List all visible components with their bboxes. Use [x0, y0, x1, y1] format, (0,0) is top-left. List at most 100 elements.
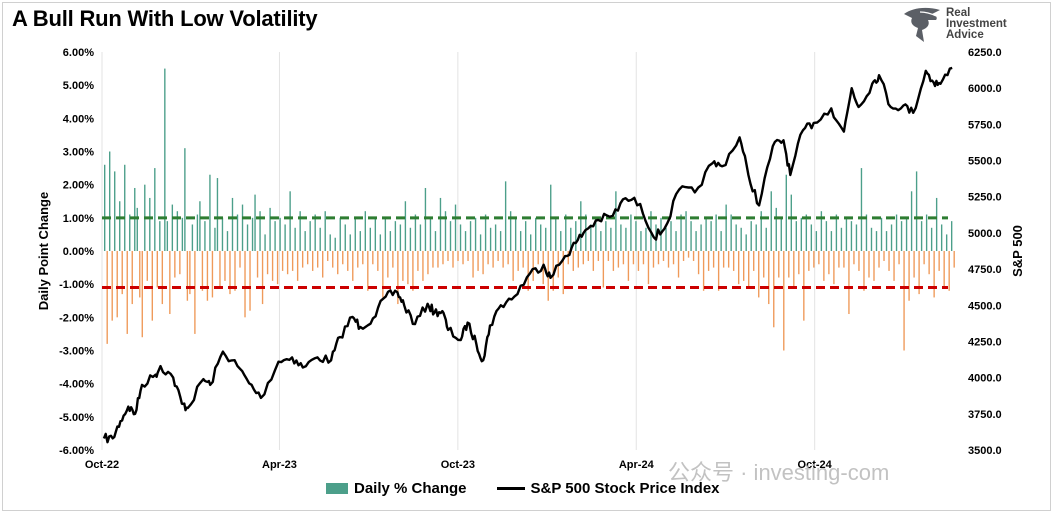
bar-positive [344, 224, 346, 251]
bar-positive [865, 214, 868, 251]
bar-positive [795, 221, 798, 251]
bar-negative [893, 251, 895, 281]
bar-positive [319, 227, 321, 251]
bar-negative [206, 251, 209, 301]
y2-tick-label: 4250.0 [968, 336, 1002, 348]
bar-negative [878, 251, 880, 268]
bar-negative [407, 251, 409, 285]
bar-positive [945, 234, 948, 251]
bar-negative [682, 251, 685, 261]
bar-negative [306, 251, 309, 265]
bar-positive [394, 221, 397, 251]
bar-negative [311, 251, 314, 271]
bar-negative [702, 251, 705, 291]
sp500-price-line [102, 66, 953, 444]
bar-negative [848, 251, 850, 315]
bar-positive [640, 231, 642, 251]
bar-negative [467, 251, 469, 261]
bar-negative [602, 251, 605, 288]
brand-line-3: Advice [946, 29, 984, 41]
bar-positive [930, 227, 933, 251]
bar-positive [424, 187, 427, 251]
bar-negative [276, 251, 279, 285]
bar-negative [234, 251, 236, 291]
bar-negative [838, 251, 840, 268]
bar-positive [231, 197, 234, 251]
bar-positive [740, 227, 742, 251]
left-axis-label: Daily Point Change [36, 192, 51, 310]
bar-positive [610, 227, 612, 251]
bar-positive [765, 227, 767, 251]
bar-positive [434, 231, 437, 251]
bar-negative [249, 251, 251, 311]
bar-positive [199, 201, 201, 251]
bar-positive [489, 227, 492, 251]
bar-positive [329, 234, 331, 251]
bar-positive [925, 214, 928, 251]
bar-negative [487, 251, 489, 265]
bar-positive [354, 217, 356, 251]
bar-negative [763, 251, 765, 278]
bar-negative [527, 251, 529, 291]
bar-positive [725, 204, 727, 251]
brand-logo-text: Real Investment Advice [946, 7, 1007, 41]
bar-negative [562, 251, 564, 295]
bar-negative [332, 251, 334, 268]
bar-positive [404, 201, 407, 251]
bar-negative [317, 251, 319, 268]
bar-negative [224, 251, 226, 281]
bar-negative [843, 251, 845, 268]
bar-negative [632, 251, 635, 265]
bar-positive [109, 151, 111, 251]
bar-negative [522, 251, 524, 268]
bar-negative [642, 251, 645, 265]
bar-positive [935, 197, 938, 251]
bar-positive [314, 214, 316, 251]
bar-positive [905, 217, 908, 251]
bar-positive [264, 234, 266, 251]
bar-positive [484, 214, 487, 251]
y-tick-label: -1.00% [59, 279, 94, 291]
bar-negative [412, 251, 414, 291]
bar-negative [502, 251, 504, 268]
bar-negative [174, 251, 176, 278]
bar-negative [327, 251, 329, 261]
bar-negative [572, 251, 574, 271]
bar-positive [620, 224, 622, 251]
y-tick-label: 3.00% [63, 147, 94, 159]
bar-negative [517, 251, 519, 271]
bar-negative [427, 251, 429, 275]
bar-negative [753, 251, 755, 271]
bar-negative [712, 251, 715, 268]
bar-positive [149, 197, 151, 251]
y-tick-label: 6.00% [63, 47, 94, 59]
bar-positive [690, 221, 692, 251]
bar-positive [920, 221, 923, 251]
axes: Oct-22 Apr-23 Oct-23 Apr-24 Oct-24 6.00% 5.00%… [59, 47, 1002, 471]
bar-negative [577, 251, 579, 268]
bar-negative [347, 251, 349, 271]
bar-positive [284, 224, 286, 251]
x-tick-label: Apr-24 [619, 459, 655, 471]
bar-negative [437, 251, 439, 268]
bar-positive [835, 214, 838, 251]
y2-tick-label: 3500.0 [968, 445, 1002, 457]
bar-positive [236, 214, 239, 251]
y-tick-label: 0.00% [63, 246, 94, 258]
bar-positive [885, 231, 888, 251]
bar-positive [940, 224, 943, 251]
bar-negative [768, 251, 770, 305]
brand-line-2: Investment [946, 18, 1007, 30]
bar-negative [818, 251, 820, 265]
bar-negative [943, 251, 945, 288]
bar-positive [750, 221, 752, 251]
bar-negative [244, 251, 246, 318]
legend-label-daily-change: Daily % Change [354, 479, 467, 497]
bar-positive [815, 231, 818, 251]
bar-negative [139, 251, 141, 298]
bar-positive [374, 217, 377, 251]
bar-negative [833, 251, 835, 285]
bar-positive [299, 211, 301, 251]
bar-positive [196, 214, 199, 251]
bar-negative [592, 251, 595, 271]
